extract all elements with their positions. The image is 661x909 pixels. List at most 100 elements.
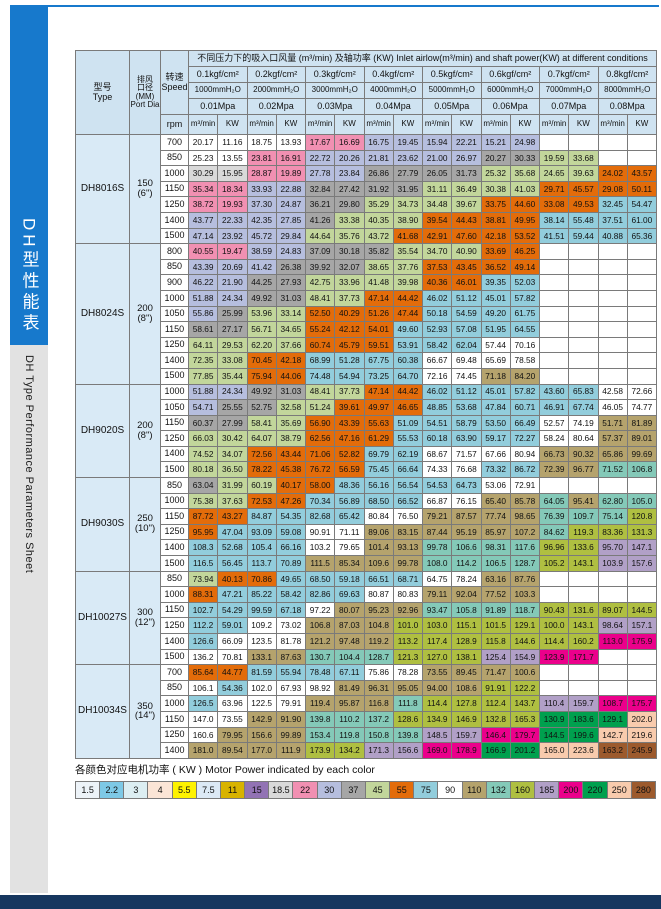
flow-value-cell: 15.21 bbox=[481, 135, 511, 151]
power-value-cell: 201.2 bbox=[510, 743, 540, 759]
power-value-cell: 23.62 bbox=[393, 150, 423, 167]
power-value-cell: 15.95 bbox=[218, 166, 248, 182]
power-value-cell: 87.57 bbox=[452, 509, 482, 525]
power-value-cell: 37.73 bbox=[335, 290, 365, 307]
flow-value-cell: 38.14 bbox=[540, 212, 570, 229]
power-value-cell: 80.07 bbox=[335, 602, 365, 619]
power-value-cell: 31.73 bbox=[452, 166, 482, 182]
power-value-cell: 47.44 bbox=[393, 306, 423, 323]
power-value-cell: 202.0 bbox=[627, 711, 657, 728]
flow-value-cell: 18.75 bbox=[247, 135, 277, 151]
power-value-cell: 27.42 bbox=[335, 181, 365, 198]
legend-swatch-22: 22 bbox=[293, 782, 318, 799]
flow-value-cell: 130.9 bbox=[540, 711, 570, 728]
flow-value-cell bbox=[540, 275, 570, 291]
power-value-cell: 20.26 bbox=[335, 150, 365, 167]
power-value-cell bbox=[569, 275, 599, 291]
power-value-cell: 39.67 bbox=[452, 197, 482, 213]
flow-value-cell: 79.21 bbox=[423, 509, 453, 525]
legend-swatch-2.2: 2.2 bbox=[100, 782, 125, 799]
flow-value-cell: 94.00 bbox=[423, 680, 453, 697]
flow-value-cell: 88.31 bbox=[189, 587, 219, 603]
flow-value-cell: 83.36 bbox=[598, 524, 628, 541]
legend-swatch-1.5: 1.5 bbox=[76, 782, 101, 799]
flow-value-cell bbox=[598, 244, 628, 260]
flow-value-cell: 46.22 bbox=[189, 275, 219, 291]
legend-swatch-30: 30 bbox=[317, 782, 342, 799]
power-value-cell: 31.03 bbox=[276, 384, 306, 401]
flow-value-cell: 45.01 bbox=[481, 384, 511, 401]
flow-value-cell: 181.0 bbox=[189, 743, 219, 759]
flow-value-cell: 47.14 bbox=[189, 228, 219, 245]
flow-value-cell: 32.45 bbox=[598, 197, 628, 213]
flow-value-cell: 23.81 bbox=[247, 150, 277, 167]
port-diameter: 200 (8") bbox=[130, 244, 161, 385]
flow-value-cell: 96.96 bbox=[540, 540, 570, 557]
flow-value-cell: 82.68 bbox=[306, 509, 336, 525]
power-value-cell: 46.01 bbox=[452, 275, 482, 291]
header-unit-flow: m³/min bbox=[481, 115, 511, 135]
flow-value-cell: 54.53 bbox=[423, 478, 453, 494]
flow-value-cell: 54.71 bbox=[189, 400, 219, 416]
speed-cell: 1150 bbox=[161, 509, 189, 525]
power-value-cell: 66.09 bbox=[218, 634, 248, 650]
flow-value-cell: 96.31 bbox=[364, 680, 394, 697]
header-mpa: 0.01Mpa bbox=[189, 99, 248, 115]
flow-value-cell: 106.8 bbox=[306, 618, 336, 634]
flow-value-cell: 60.18 bbox=[423, 431, 453, 447]
power-value-cell: 35.69 bbox=[276, 415, 306, 432]
flow-value-cell: 68.99 bbox=[306, 353, 336, 369]
flow-value-cell: 38.72 bbox=[189, 197, 219, 213]
flow-value-cell: 58.61 bbox=[189, 322, 219, 338]
power-value-cell bbox=[569, 368, 599, 385]
power-value-cell: 103.3 bbox=[510, 587, 540, 603]
power-value-cell: 78.24 bbox=[452, 571, 482, 588]
speed-cell: 1400 bbox=[161, 540, 189, 557]
legend-swatch-160: 160 bbox=[510, 782, 536, 799]
flow-value-cell: 69.79 bbox=[364, 446, 394, 463]
header-kgf: 0.4kgf/cm² bbox=[364, 67, 423, 83]
flow-value-cell: 126.5 bbox=[189, 696, 219, 712]
power-value-cell: 43.57 bbox=[627, 166, 657, 182]
flow-value-cell: 51.24 bbox=[306, 400, 336, 416]
flow-value-cell: 127.0 bbox=[423, 649, 453, 666]
flow-value-cell: 130.7 bbox=[306, 649, 336, 666]
power-value-cell bbox=[627, 368, 657, 385]
flow-value-cell: 55.24 bbox=[306, 322, 336, 338]
flow-value-cell bbox=[598, 353, 628, 369]
speed-cell: 800 bbox=[161, 244, 189, 260]
flow-value-cell: 144.5 bbox=[540, 727, 570, 744]
power-value-cell: 43.44 bbox=[276, 446, 306, 463]
flow-value-cell bbox=[598, 259, 628, 276]
flow-value-cell: 87.44 bbox=[423, 524, 453, 541]
power-value-cell: 46.25 bbox=[510, 244, 540, 260]
flow-value-cell bbox=[598, 478, 628, 494]
power-value-cell: 175.7 bbox=[627, 696, 657, 712]
flow-value-cell: 82.86 bbox=[306, 587, 336, 603]
power-value-cell: 33.96 bbox=[335, 275, 365, 291]
flow-value-cell: 89.07 bbox=[598, 602, 628, 619]
power-value-cell: 49.60 bbox=[393, 322, 423, 338]
flow-value-cell: 64.75 bbox=[423, 571, 453, 588]
power-value-cell: 51.12 bbox=[452, 384, 482, 401]
legend-swatch-280: 280 bbox=[631, 782, 656, 799]
power-value-cell: 43.39 bbox=[335, 415, 365, 432]
flow-value-cell: 30.38 bbox=[481, 181, 511, 198]
header-unit-kw: KW bbox=[218, 115, 248, 135]
power-value-cell: 44.42 bbox=[393, 384, 423, 401]
flow-value-cell: 65.40 bbox=[481, 493, 511, 510]
flow-value-cell: 78.48 bbox=[306, 665, 336, 681]
power-value-cell: 22.88 bbox=[276, 181, 306, 198]
power-value-cell bbox=[627, 649, 657, 666]
flow-value-cell: 79.11 bbox=[423, 587, 453, 603]
header-unit-kw: KW bbox=[452, 115, 482, 135]
power-value-cell: 92.96 bbox=[393, 602, 423, 619]
speed-cell: 1050 bbox=[161, 306, 189, 323]
flow-value-cell: 72.56 bbox=[247, 446, 277, 463]
power-value-cell: 53.52 bbox=[510, 228, 540, 245]
flow-value-cell: 21.81 bbox=[364, 150, 394, 167]
flow-value-cell: 134.9 bbox=[423, 711, 453, 728]
speed-cell: 1150 bbox=[161, 415, 189, 432]
header-mpa: 0.04Mpa bbox=[364, 99, 423, 115]
flow-value-cell: 35.29 bbox=[364, 197, 394, 213]
